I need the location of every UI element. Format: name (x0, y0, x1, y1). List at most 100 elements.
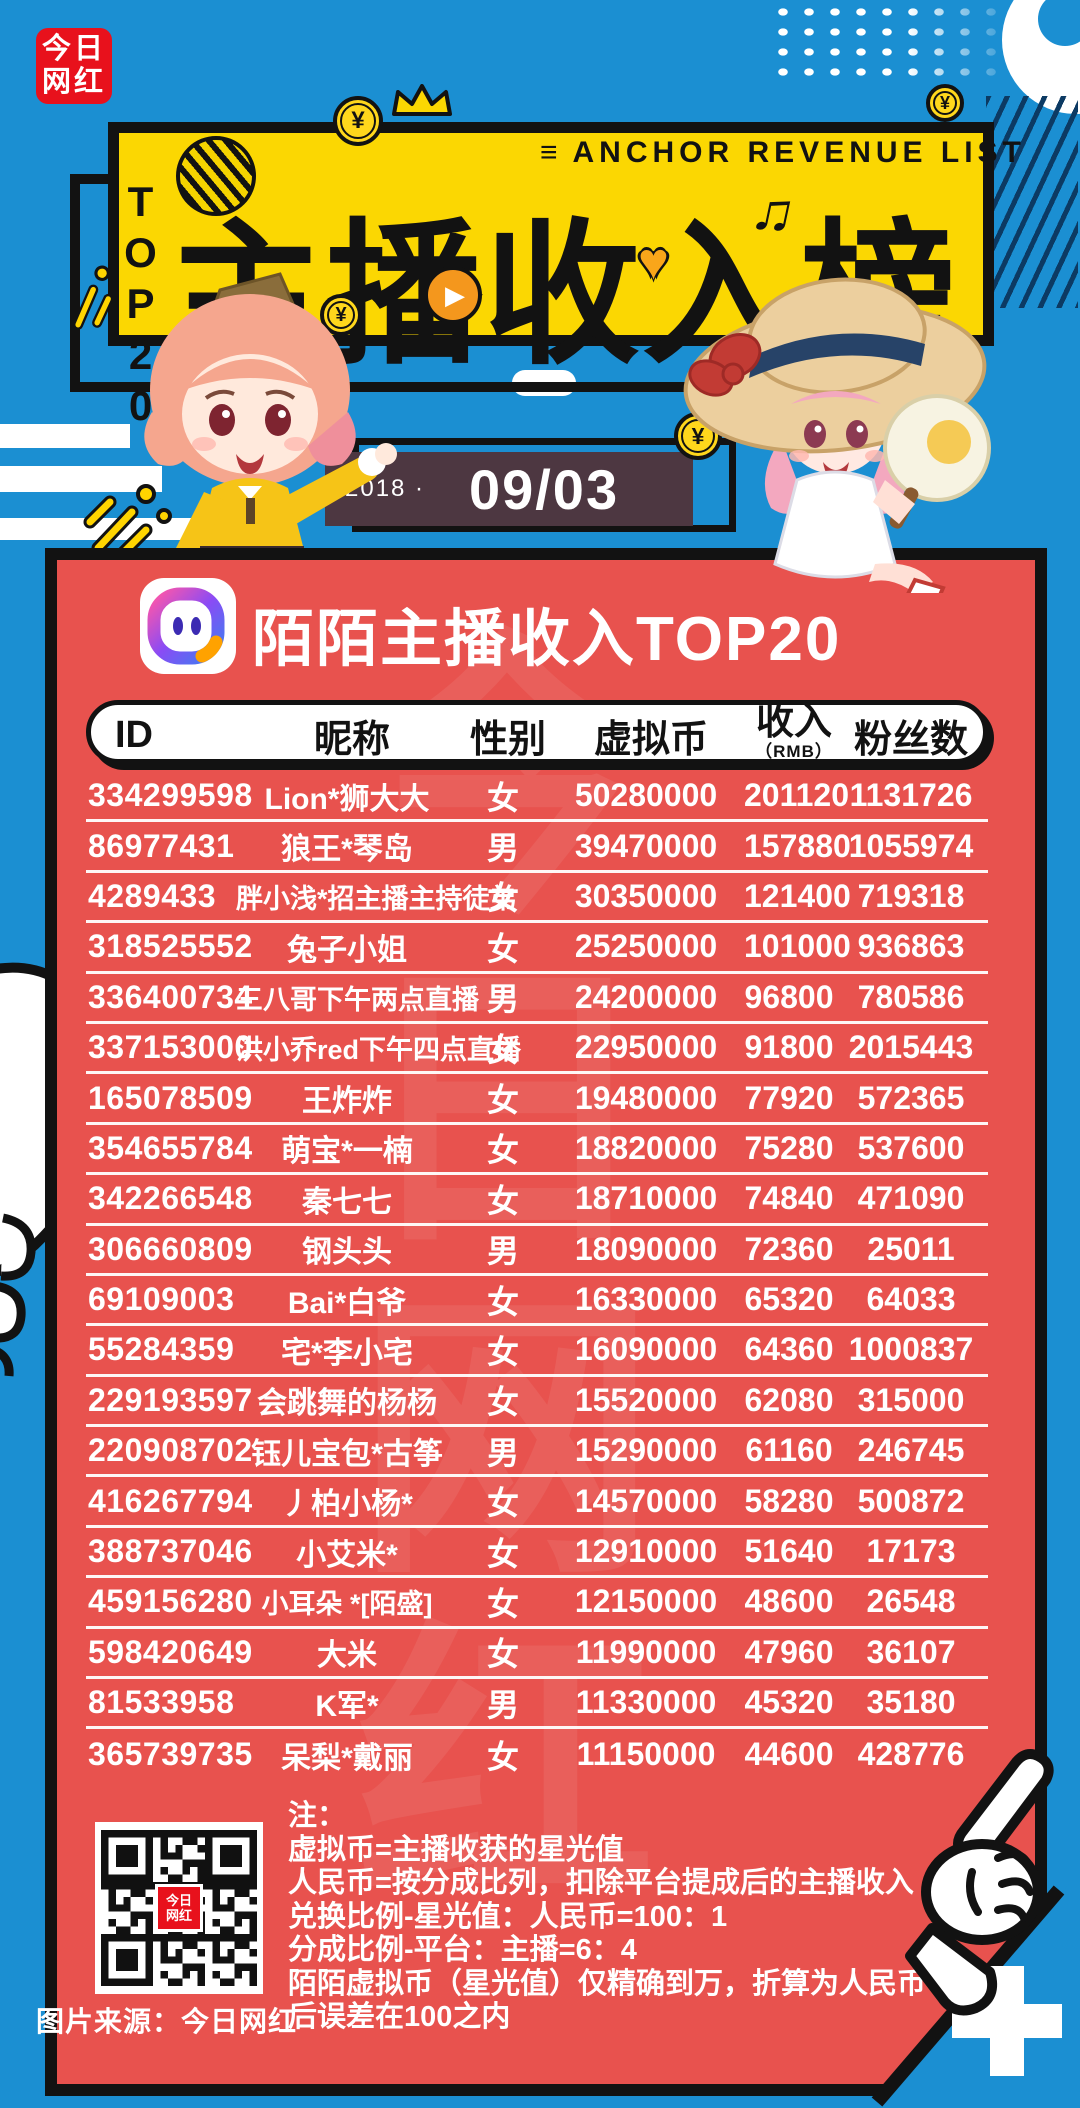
cell-nickname: 小耳朵 *[陌盛] (261, 1589, 433, 1620)
cell-virtual-coin: 15290000 (574, 1432, 718, 1469)
cell-gender: 女 (486, 1283, 519, 1320)
cell-nickname: 洪小乔red下午四点直播 (236, 1035, 522, 1066)
cell-fans: 572365 (857, 1079, 965, 1116)
cell-nickname: 胖小浅*招主播主持徒弟 (236, 883, 517, 914)
dots-pattern (770, 2, 1020, 84)
cell-fans: 1131726 (849, 777, 973, 814)
cell-id: 86977431 (88, 827, 235, 864)
table-row: 334299598 Lion*狮大大 女 50280000 201120 1131726 (86, 772, 988, 823)
note-line: 陌陌虚拟币（星光值）仅精确到万，折算为人民币 (288, 1967, 927, 2000)
cell-id: 165078509 (88, 1079, 253, 1116)
cell-gender: 男 (486, 1686, 519, 1723)
cell-gender: 男 (486, 1434, 519, 1471)
heart-icon: ♥ (638, 233, 669, 291)
momo-app-icon (140, 578, 236, 674)
cell-fans: 500872 (857, 1482, 965, 1519)
cell-virtual-coin: 19480000 (574, 1079, 718, 1116)
cell-virtual-coin: 30350000 (574, 877, 718, 914)
cell-income: 91800 (744, 1029, 834, 1066)
donut-hole (1038, 0, 1080, 46)
cell-gender: 女 (486, 1384, 519, 1421)
cell-nickname: 王炸炸 (302, 1085, 392, 1119)
table-header: ID 昵称 性别 虚拟币 收入 （RMB） 粉丝数 (86, 700, 988, 764)
cell-income: 77920 (744, 1079, 834, 1116)
cell-fans: 428776 (857, 1736, 965, 1773)
cell-income: 48600 (744, 1583, 834, 1620)
table-row: 220908702 钰儿宝包*古筝 男 15290000 61160 246745 (86, 1427, 988, 1478)
cell-virtual-coin: 15520000 (574, 1381, 718, 1418)
logo-line2: 网红 (41, 66, 106, 98)
cell-id: 365739735 (88, 1736, 253, 1773)
cell-gender: 女 (486, 1636, 519, 1673)
cell-income: 96800 (744, 978, 834, 1015)
table-row: 598420649 大米 女 11990000 47960 36107 (86, 1629, 988, 1680)
qr-code: 今日 网红 (95, 1822, 263, 1994)
cell-virtual-coin: 12150000 (574, 1583, 718, 1620)
cell-nickname: K军* (315, 1689, 379, 1723)
play-icon: ▶ (424, 266, 482, 324)
table-row: 416267794 丿柏小杨* 女 14570000 58280 500872 (86, 1477, 988, 1528)
cell-gender: 女 (486, 1333, 519, 1370)
cell-gender: 女 (486, 1485, 519, 1522)
table-row: 337153000 洪小乔red下午四点直播女 22950000 91800 20154… (86, 1024, 988, 1075)
cell-virtual-coin: 50280000 (574, 777, 718, 814)
cell-gender: 女 (486, 930, 519, 967)
coin-icon: ¥ (320, 294, 362, 336)
cell-fans: 1055974 (848, 827, 974, 864)
cell-fans: 315000 (857, 1381, 965, 1418)
list-title: 陌陌主播收入TOP20 (252, 605, 842, 674)
date-value: 09/03 (468, 457, 620, 521)
banner-subtitle: ≡ ANCHOR REVENUE LIST (540, 136, 1021, 170)
cell-gender: 女 (486, 880, 519, 917)
cell-fans: 2015443 (848, 1029, 974, 1066)
cell-virtual-coin: 18820000 (574, 1129, 718, 1166)
cell-fans: 35180 (866, 1684, 956, 1721)
cell-virtual-coin: 24200000 (574, 978, 718, 1015)
table-row: 69109003 Bai*白爷 女 16330000 65320 64033 (86, 1276, 988, 1327)
note-line: 人民币=按分成比列，扣除平台提成后的主播收入 (288, 1867, 914, 1899)
cell-nickname: 会跳舞的杨杨 (257, 1387, 437, 1421)
cell-income: 72360 (744, 1230, 834, 1267)
col-gender: 性别 (469, 718, 546, 761)
cell-fans: 780586 (857, 978, 965, 1015)
cell-nickname: Bai*白爷 (287, 1286, 407, 1320)
cell-virtual-coin: 11330000 (575, 1684, 717, 1721)
table-row: 318525552 兔子小姐 女 25250000 101000 936863 (86, 923, 988, 974)
cell-income: 44600 (744, 1736, 834, 1773)
cell-virtual-coin: 14570000 (574, 1482, 718, 1519)
cell-virtual-coin: 39470000 (574, 827, 718, 864)
notes-block: 注： 虚拟币=主播收获的星光值 人民币=按分成比列，扣除平台提成后的主播收入 兑换比… (288, 1800, 968, 2035)
cell-gender: 女 (486, 1082, 519, 1119)
cell-income: 45320 (744, 1684, 834, 1721)
stripe-decoration (0, 424, 130, 448)
cell-virtual-coin: 25250000 (574, 928, 718, 965)
qr-center-logo: 今日 网红 (155, 1884, 203, 1932)
cell-nickname: 宅*李小宅 (281, 1336, 413, 1370)
cell-id: 342266548 (88, 1180, 253, 1217)
cell-id: 337153000 (88, 1029, 253, 1066)
cell-gender: 女 (486, 1031, 519, 1068)
cell-nickname: 钰儿宝包*古筝 (251, 1437, 443, 1471)
cell-id: 416267794 (88, 1482, 253, 1519)
cell-nickname: 钢头头 (302, 1236, 392, 1270)
cell-id: 354655784 (88, 1129, 253, 1166)
cell-fans: 537600 (857, 1129, 965, 1166)
cell-virtual-coin: 16090000 (574, 1331, 718, 1368)
cell-id: 4289433 (88, 877, 217, 914)
table-row: 86977431 狼王*琴岛 男 39470000 157880 1055974 (86, 822, 988, 873)
table-row: 229193597 会跳舞的杨杨 女 15520000 62080 315000 (86, 1377, 988, 1428)
menu-lines-icon: ≡ (540, 136, 563, 169)
girl-left-illustration (144, 272, 397, 562)
image-source-caption: 图片来源：今日网红 (36, 2006, 298, 2037)
cell-gender: 女 (486, 1585, 519, 1622)
cell-income: 75280 (744, 1129, 834, 1166)
cell-fans: 25011 (867, 1230, 955, 1267)
cell-id: 55284359 (88, 1331, 235, 1368)
cell-nickname: 秦七七 (302, 1185, 392, 1219)
cell-virtual-coin: 11150000 (576, 1736, 716, 1773)
cell-nickname: 兔子小姐 (287, 933, 407, 967)
cell-fans: 64033 (866, 1281, 956, 1318)
cell-id: 81533958 (88, 1684, 235, 1721)
cell-nickname: Lion*狮大大 (264, 782, 430, 816)
hatch-lines (986, 96, 1078, 308)
